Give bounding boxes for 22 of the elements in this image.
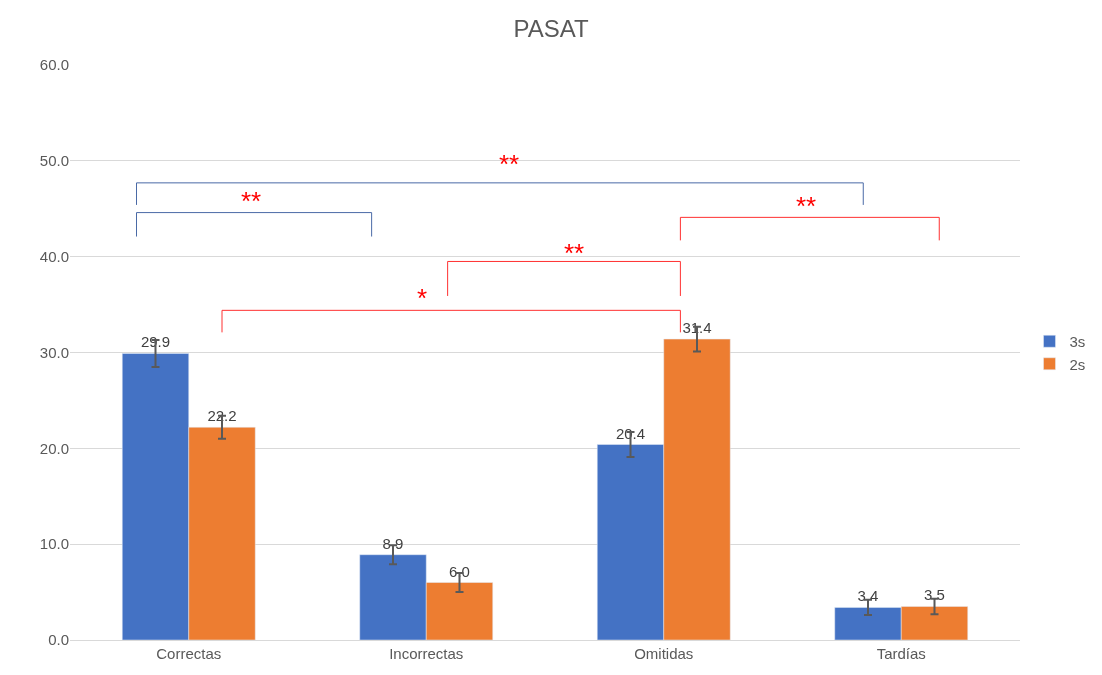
- legend-label: 3s: [1069, 333, 1086, 351]
- annotation: **: [796, 191, 817, 221]
- data-label: 3.5: [924, 586, 945, 604]
- data-label: 31.4: [682, 319, 712, 337]
- y-tick-label: 60.0: [39, 56, 69, 74]
- x-tick-label: Incorrectas: [389, 645, 464, 662]
- y-tick-label: 20.0: [39, 439, 69, 457]
- x-tick-label: Correctas: [156, 645, 222, 662]
- chart-title: PASAT: [513, 15, 589, 43]
- annotation: *: [417, 283, 428, 313]
- data-label: 8.9: [382, 534, 404, 552]
- x-tick-label: Tardías: [876, 645, 926, 662]
- y-tick-label: 10.0: [39, 535, 69, 553]
- y-tick-label: 0.0: [48, 631, 69, 649]
- y-tick-label: 40.0: [39, 247, 69, 265]
- annotation: **: [499, 149, 520, 179]
- annotation: **: [241, 186, 262, 216]
- legend-label: 2s: [1069, 355, 1086, 373]
- annotation: **: [564, 238, 585, 268]
- y-tick-label: 30.0: [39, 343, 69, 361]
- y-tick-label: 50.0: [39, 152, 69, 170]
- x-tick-label: Omitidas: [634, 645, 694, 662]
